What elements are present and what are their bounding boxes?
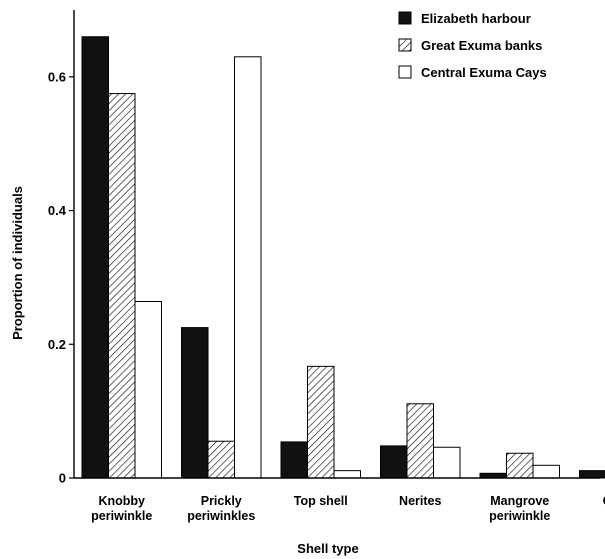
x-tick-label-line: periwinkle bbox=[91, 509, 152, 523]
bar-1-2 bbox=[181, 327, 209, 479]
bar-2-2 bbox=[207, 440, 235, 479]
bar-1-4 bbox=[380, 445, 408, 479]
x-tick-label-line: periwinkles bbox=[187, 509, 255, 523]
y-axis-title: Proportion of individuals bbox=[10, 186, 25, 340]
legend-label: Great Exuma banks bbox=[421, 38, 542, 53]
axes: 0 0.2 0.4 0.6 bbox=[48, 10, 600, 486]
y-tick-label: 0.6 bbox=[48, 69, 66, 84]
bar-2-3 bbox=[307, 365, 335, 479]
y-tick-label: 0.2 bbox=[48, 337, 66, 352]
legend-swatch bbox=[398, 65, 412, 79]
legend-swatch bbox=[398, 11, 412, 25]
legend-label: Central Exuma Cays bbox=[421, 65, 547, 80]
bar-2-4 bbox=[406, 403, 434, 479]
bar-3-3 bbox=[333, 470, 361, 479]
bar-3-1 bbox=[134, 300, 162, 479]
bar-1-6 bbox=[579, 470, 605, 479]
x-axis-title: Shell type bbox=[297, 541, 358, 556]
bar-1-1 bbox=[81, 36, 109, 479]
x-tick-label-line: periwinkle bbox=[489, 509, 550, 523]
x-tick-label: Nerites bbox=[399, 494, 441, 508]
bar-2-1 bbox=[108, 93, 136, 479]
legend: Elizabeth harbour Great Exuma banks Centra… bbox=[398, 11, 547, 80]
x-tick-label: Other bbox=[603, 494, 605, 508]
x-tick-label: Knobby periwinkle bbox=[91, 494, 152, 523]
x-tick-label: Mangrove periwinkle bbox=[489, 494, 550, 523]
bars bbox=[81, 36, 605, 479]
x-tick-label-line: Top shell bbox=[294, 494, 348, 508]
bar-1-5 bbox=[479, 472, 507, 479]
x-tick-label: Top shell bbox=[294, 494, 348, 508]
legend-swatch bbox=[398, 38, 412, 52]
x-tick-label: Prickly periwinkles bbox=[187, 494, 255, 523]
x-tick-label-line: Other bbox=[603, 494, 605, 508]
bar-3-4 bbox=[433, 446, 461, 479]
bar-2-5 bbox=[506, 452, 534, 479]
x-tick-label-line: Prickly bbox=[201, 494, 242, 508]
y-tick-label: 0.4 bbox=[48, 203, 67, 218]
bar-3-2 bbox=[234, 56, 262, 479]
x-tick-label-line: Nerites bbox=[399, 494, 441, 508]
bar-1-3 bbox=[280, 441, 308, 479]
y-tick-label: 0 bbox=[59, 471, 66, 486]
x-tick-label-line: Mangrove bbox=[490, 494, 549, 508]
x-tick-label-line: Knobby bbox=[98, 494, 145, 508]
bar-3-5 bbox=[532, 464, 560, 479]
legend-label: Elizabeth harbour bbox=[421, 11, 531, 26]
